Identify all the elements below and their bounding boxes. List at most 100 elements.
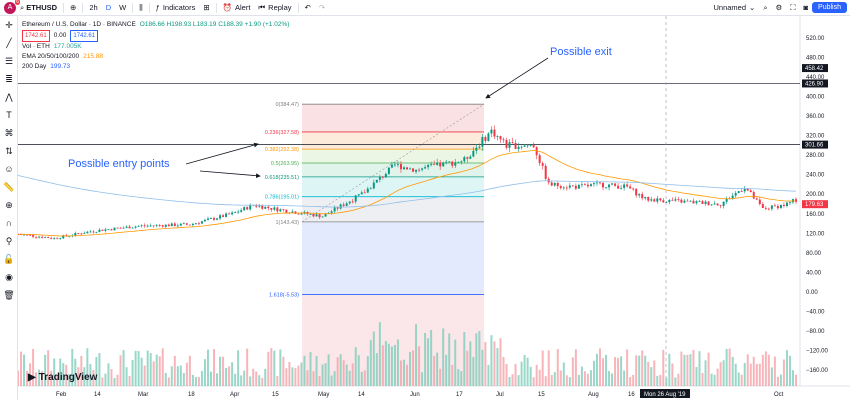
candle-body — [261, 205, 264, 209]
buy-price[interactable]: 1742.61 — [70, 30, 99, 42]
volume-bar — [152, 361, 155, 386]
price-tag-label: 179.63 — [805, 202, 824, 208]
volume-bar — [439, 368, 442, 386]
candle-body — [550, 182, 553, 186]
volume-bar — [499, 338, 502, 386]
quick-search-button[interactable]: ⌕ — [759, 0, 771, 16]
candle-body — [493, 129, 496, 137]
candle-body — [258, 205, 261, 207]
fib-zone-5 — [302, 196, 484, 222]
symbol-search[interactable]: ⌕ ETHUSD — [16, 0, 61, 16]
pattern-icon[interactable]: ⋀ — [5, 91, 13, 102]
volume-bar — [611, 373, 614, 386]
interval-2h[interactable]: 2h — [89, 3, 98, 12]
shapes-icon[interactable]: ⌘ — [4, 127, 14, 138]
interval-d[interactable]: D — [105, 3, 112, 12]
price-axis-label: 160.00 — [806, 212, 825, 218]
candle-body — [125, 226, 128, 228]
candle-body — [378, 176, 381, 180]
fib-retracement-icon[interactable]: ≣ — [5, 73, 13, 84]
candle-body — [270, 208, 273, 210]
ma200-label[interactable]: 200 Day — [22, 63, 47, 70]
symbol-title[interactable]: Ethereum / U.S. Dollar · 1D · BINANCE — [22, 21, 136, 28]
volume-bar — [448, 333, 451, 386]
candle-body — [240, 210, 243, 212]
volume-label[interactable]: Vol · ETH — [22, 43, 50, 50]
zoom-in-icon[interactable]: ⊕ — [5, 199, 13, 210]
user-avatar[interactable]: A 6 — [4, 0, 20, 14]
lock-drawing-icon[interactable]: ⚲ — [5, 235, 13, 246]
chart-type-button[interactable]: ⫼ — [135, 0, 146, 16]
redo-icon: ↷ — [318, 3, 326, 12]
candle-body — [113, 227, 116, 231]
candle-body — [761, 204, 764, 208]
eye-icon[interactable]: ◉ — [5, 271, 13, 282]
candle-body — [650, 199, 653, 201]
chart-pane[interactable]: 0(384.47) 0.236(327.58) 0.382(292.38) 0.5(2… — [18, 16, 850, 400]
compare-plus-icon[interactable]: ⊕ — [70, 3, 77, 12]
candle-body — [194, 223, 197, 225]
volume-bar — [38, 369, 41, 386]
candle-body — [427, 165, 430, 168]
volume-bar — [155, 354, 158, 386]
ma200-value: 199.73 — [50, 63, 71, 70]
indicators-button[interactable]: ƒ Indicators — [155, 3, 196, 12]
magnet-icon[interactable]: ∩ — [5, 218, 13, 228]
candle-body — [191, 223, 194, 226]
tradingview-logo[interactable]: ▶ TradingView — [28, 372, 98, 383]
candle-body — [626, 184, 629, 187]
snapshot-button[interactable]: ◙ — [800, 0, 813, 16]
volume-bar — [602, 358, 605, 386]
volume-bar — [469, 341, 472, 386]
crosshair-date-label: Mon 26 Aug '19 — [644, 392, 686, 398]
settings-button[interactable]: ⚙ — [772, 0, 787, 16]
candle-body — [222, 215, 225, 217]
volume-bar — [294, 368, 297, 386]
publish-button[interactable]: Publish — [812, 2, 847, 13]
ema-line — [18, 150, 797, 237]
ruler-icon[interactable]: 📏 — [3, 181, 15, 192]
volume-bar — [273, 350, 276, 386]
candle-body — [496, 136, 499, 137]
ohlc-values: O186.66 H198.93 L183.19 C188.39 +1.90 (+… — [139, 21, 290, 28]
candle-body — [698, 201, 701, 202]
candle-body — [421, 168, 424, 170]
interval-w[interactable]: W — [119, 3, 127, 12]
candle-body — [149, 225, 152, 227]
crosshair-icon[interactable]: ✛ — [5, 19, 13, 30]
volume-bar — [149, 353, 152, 386]
candle-body — [243, 207, 246, 211]
volume-bar — [629, 377, 632, 386]
candle-body — [62, 235, 65, 239]
lock-icon[interactable]: 🔓 — [3, 253, 15, 264]
undo-button[interactable]: ↶ — [301, 0, 315, 16]
ema-label[interactable]: EMA 20/50/100/200 — [22, 53, 80, 60]
volume-bar — [369, 339, 372, 386]
fullscreen-button[interactable]: ⛶ — [786, 0, 799, 16]
price-tag-label: 458.42 — [805, 66, 824, 72]
alert-button[interactable]: ⏰ Alert — [222, 3, 251, 12]
redo-button[interactable]: ↷ — [315, 0, 329, 16]
candle-body — [514, 142, 517, 149]
candle-body — [752, 192, 755, 199]
layout-menu[interactable]: Unnamed ⌄ — [713, 3, 756, 12]
volume-bar — [559, 370, 562, 386]
trendline-icon[interactable]: ╱ — [6, 37, 12, 48]
candle-body — [523, 145, 526, 147]
prediction-icon[interactable]: ⇅ — [5, 145, 13, 156]
templates-button[interactable]: ⊞ — [199, 0, 213, 16]
horizontal-lines-icon[interactable]: ☰ — [4, 55, 14, 66]
emoji-icon[interactable]: ☺ — [4, 164, 14, 174]
candle-body — [209, 218, 212, 219]
volume-bar — [164, 372, 167, 386]
time-axis-label: Jun — [410, 392, 420, 398]
trash-icon[interactable]: 🗑 — [3, 289, 15, 300]
candle-body — [629, 186, 632, 189]
candle-body — [589, 184, 592, 187]
price-chart[interactable]: 0(384.47) 0.236(327.58) 0.382(292.38) 0.5(2… — [18, 16, 850, 400]
sell-price[interactable]: 1742.61 — [22, 30, 50, 42]
replay-button[interactable]: ⏮ Replay — [258, 2, 292, 13]
candle-body — [795, 199, 797, 202]
text-icon[interactable]: T — [6, 110, 12, 120]
candle-body — [176, 225, 179, 227]
